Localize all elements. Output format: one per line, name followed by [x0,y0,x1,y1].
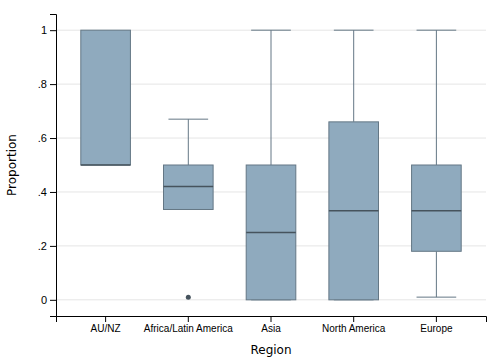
x-tick: North America [322,316,386,334]
x-tick-mark [353,316,354,322]
plot: 0 .2 .4 .6 .8 1 AU/NZ Africa/Latin America Asia N… [38,15,487,335]
box [246,165,296,300]
y-tick: .4 [38,186,56,198]
y-tick-mark [50,300,56,301]
y-tick-label: .2 [38,240,47,252]
x-axis-line [57,317,487,323]
upper-whisker [353,30,354,122]
y-tick-mark [50,192,56,193]
y-axis: 0 .2 .4 .6 .8 1 [38,15,57,317]
y-tick: 1 [41,24,56,36]
y-tick-mark [50,30,56,31]
grid [56,30,486,300]
y-tick-label: .4 [38,186,47,198]
upper-cap [251,30,291,31]
box-group [81,30,131,165]
lower-cap [417,297,457,298]
box [329,122,379,300]
x-tick-label: Europe [420,323,453,334]
y-tick-mark [50,84,56,85]
upper-whisker [436,30,437,165]
x-tick-mark [105,316,106,322]
y-tick: .2 [38,240,56,252]
median [412,210,462,212]
median [329,210,379,212]
upper-cap [417,30,457,31]
box [81,30,131,165]
x-tick: Europe [420,316,453,334]
x-tick-label: Africa/Latin America [144,323,233,334]
x-tick: AU/NZ [91,316,121,334]
x-tick: Africa/Latin America [144,316,233,334]
x-tick: Asia [261,316,281,334]
x-tick-mark [436,316,437,322]
x-tick-label: North America [322,323,386,334]
outlier [186,295,191,300]
y-tick-label: .6 [38,132,47,144]
lower-whisker [436,251,437,297]
x-tick-mark [271,316,272,322]
x-axis-title: Region [250,343,291,357]
x-axis: AU/NZ Africa/Latin America Asia North Ameri… [57,316,487,334]
median [164,186,214,188]
y-tick-mark [50,246,56,247]
upper-cap [334,30,374,31]
y-axis-title: Proportion [5,134,19,196]
x-tick-mark [188,316,189,322]
upper-whisker [188,119,189,165]
x-tick-label: AU/NZ [91,323,121,334]
y-tick: .6 [38,132,56,144]
upper-cap [168,119,208,120]
median [246,232,296,234]
median [81,164,131,166]
chart: 0 .2 .4 .6 .8 1 AU/NZ Africa/Latin America Asia N… [0,0,500,364]
upper-whisker [271,30,272,165]
marks [81,30,461,300]
box-group [412,30,462,297]
y-tick: .8 [38,78,56,90]
box-group [246,30,296,300]
y-tick-label: 1 [41,24,47,36]
y-tick: 0 [41,294,56,306]
box [164,165,214,209]
y-tick-label: .8 [38,78,47,90]
y-tick-mark [50,138,56,139]
box-group [329,30,379,300]
box [412,165,462,251]
box-group [164,119,214,299]
x-tick-label: Asia [261,323,281,334]
y-tick-label: 0 [41,294,47,306]
y-axis-line [50,15,57,317]
